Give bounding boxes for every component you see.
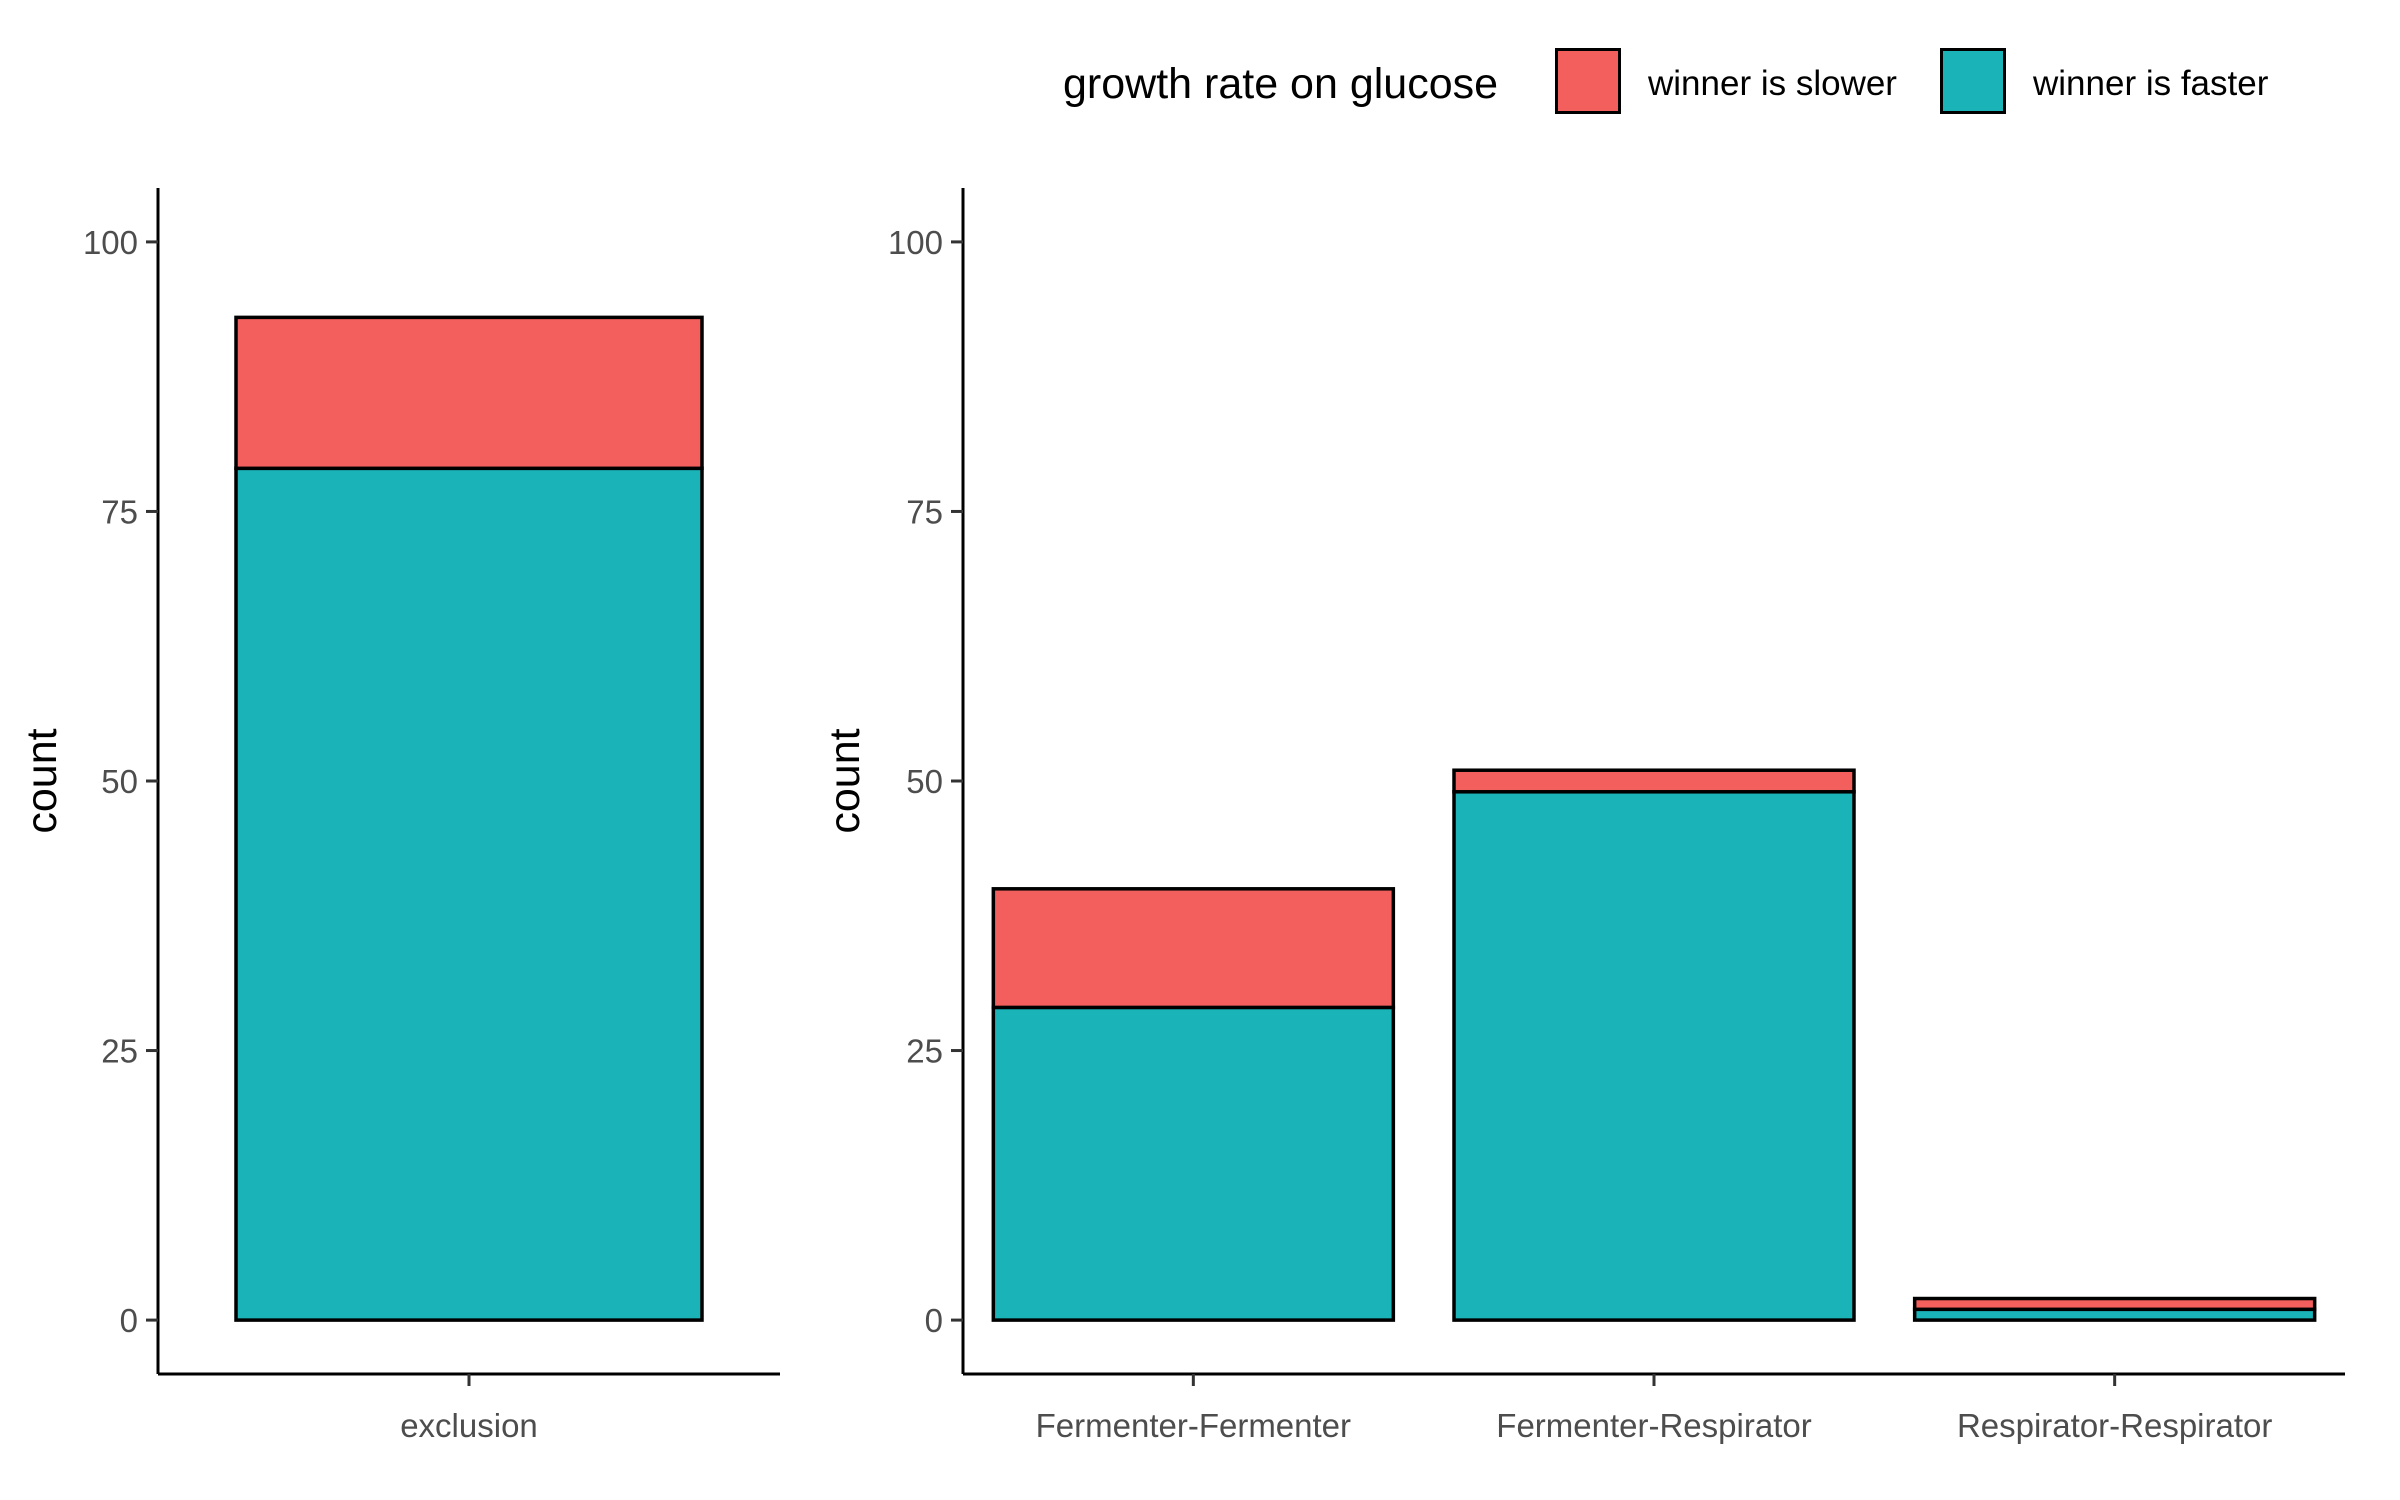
y-tick-label: 75 [101, 493, 138, 530]
legend-key-slower [1555, 48, 1621, 114]
y-tick-label: 0 [120, 1302, 138, 1339]
bar-segment [234, 466, 704, 1322]
x-tick-label: exclusion [400, 1407, 538, 1444]
bar-segment [234, 315, 704, 471]
legend-title: growth rate on glucose [1063, 60, 1499, 108]
panel-exclusion: 0 25 50 75 100 count exclusion [18, 188, 780, 1444]
y-tick-label: 100 [888, 224, 943, 261]
y-tick-label: 75 [906, 493, 943, 530]
legend-label-slower: winner is slower [1648, 64, 1897, 103]
panel-pair-types: 0 25 50 75 100 count Fermenter-Fermenter Fermen… [821, 188, 2345, 1444]
y-tick-label: 25 [101, 1033, 138, 1070]
y-tick-label: 100 [83, 224, 138, 261]
legend: growth rate on glucose winner is slower … [0, 0, 2400, 150]
y-axis-title: count [821, 728, 869, 833]
bar-segment [1912, 1296, 2317, 1312]
y-axis-title: count [18, 728, 66, 833]
bar-segment [991, 1005, 1396, 1322]
legend-label-faster: winner is faster [2033, 64, 2269, 103]
x-tick-label: Respirator-Respirator [1957, 1407, 2272, 1444]
bar-segment [991, 887, 1396, 1010]
legend-key-faster [1940, 48, 2006, 114]
y-tick-label: 50 [101, 763, 138, 800]
x-tick-label: Fermenter-Respirator [1496, 1407, 1811, 1444]
bar-segment [1452, 790, 1856, 1322]
y-tick-label: 50 [906, 763, 943, 800]
y-tick-label: 25 [906, 1033, 943, 1070]
y-tick-label: 0 [925, 1302, 943, 1339]
bar-segment [1452, 768, 1856, 794]
x-tick-label: Fermenter-Fermenter [1036, 1407, 1351, 1444]
